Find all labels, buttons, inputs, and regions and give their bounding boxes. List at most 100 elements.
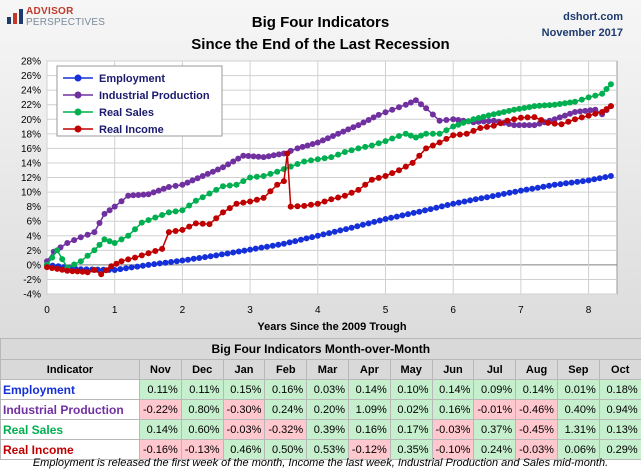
y-tick-label: 6%	[27, 217, 42, 228]
data-point	[162, 259, 169, 266]
data-point	[286, 239, 293, 246]
data-point	[319, 137, 326, 144]
header-month: May	[389, 359, 433, 380]
data-point	[607, 81, 614, 88]
data-point	[199, 220, 206, 227]
y-tick-label: 4%	[27, 231, 42, 242]
data-point	[444, 202, 451, 208]
data-point	[540, 183, 547, 190]
data-point	[602, 174, 609, 181]
data-point	[516, 122, 523, 129]
data-point	[467, 197, 474, 204]
data-point	[561, 112, 568, 119]
data-point	[309, 141, 316, 147]
logo-line-1: ADVISOR	[26, 6, 74, 17]
data-point	[343, 226, 349, 233]
data-point	[423, 130, 430, 137]
table-title: Big Four Indicators Month-over-Month	[0, 338, 641, 360]
data-point	[450, 123, 457, 130]
data-point	[607, 103, 614, 110]
data-point	[416, 152, 423, 159]
data-point	[455, 117, 462, 123]
data-point	[132, 254, 138, 261]
data-point	[587, 107, 594, 114]
value-cell: 0.37%	[473, 419, 517, 440]
data-point	[159, 212, 166, 218]
y-tick-label: 14%	[21, 158, 41, 169]
legend-entry: Real Sales	[99, 107, 154, 119]
data-point	[495, 192, 502, 198]
data-point	[585, 177, 592, 184]
data-point	[125, 256, 132, 263]
data-point	[304, 142, 311, 149]
data-point	[64, 267, 71, 274]
y-tick-label: 10%	[21, 188, 41, 199]
data-point	[128, 264, 135, 271]
data-point	[412, 134, 419, 141]
data-point	[455, 121, 462, 128]
data-point	[460, 119, 467, 126]
data-point	[138, 219, 145, 226]
value-cell: 0.39%	[306, 419, 349, 440]
data-point	[599, 90, 606, 97]
data-point	[260, 194, 267, 201]
data-point	[220, 183, 226, 190]
data-point	[511, 116, 518, 123]
data-point	[179, 226, 186, 233]
data-point	[135, 192, 142, 198]
data-point	[368, 176, 375, 183]
value-cell: 0.53%	[306, 439, 349, 460]
x-tick-label: 4	[315, 305, 321, 316]
data-point	[152, 214, 159, 221]
data-point	[418, 132, 424, 139]
data-point	[521, 122, 528, 129]
data-point	[225, 161, 232, 168]
data-point	[199, 173, 206, 179]
data-point	[106, 207, 113, 214]
data-point	[111, 203, 118, 210]
legend-swatch-marker	[74, 125, 82, 133]
month-over-month-table: Big Four Indicators Month-over-Month Ind…	[0, 338, 641, 460]
data-point	[280, 178, 287, 185]
data-point	[607, 173, 614, 179]
data-point	[287, 203, 294, 210]
data-point	[265, 153, 272, 160]
data-point	[477, 125, 484, 131]
data-point	[538, 117, 545, 123]
data-point	[314, 200, 321, 207]
data-point	[96, 220, 103, 226]
data-point	[230, 158, 237, 165]
data-point	[233, 200, 240, 207]
data-point	[579, 178, 586, 185]
value-cell: 1.31%	[556, 419, 600, 440]
data-point	[574, 178, 581, 185]
data-point	[489, 193, 496, 200]
value-cell: -0.22%	[139, 399, 182, 420]
data-point	[484, 123, 490, 130]
data-point	[340, 128, 347, 135]
data-point	[165, 184, 172, 190]
data-point	[192, 197, 199, 204]
data-point	[245, 153, 252, 159]
footnote: Employment is released the first week of…	[32, 457, 609, 469]
data-point	[328, 154, 335, 161]
data-point	[184, 179, 191, 186]
value-cell: 0.14%	[431, 379, 475, 400]
data-point	[545, 119, 551, 126]
value-cell: -0.10%	[431, 439, 475, 460]
data-point	[450, 132, 457, 139]
x-tick-label: 3	[247, 305, 253, 316]
data-point	[345, 126, 352, 133]
data-point	[118, 258, 125, 265]
data-point	[253, 173, 260, 180]
data-point	[500, 190, 507, 197]
data-point	[71, 261, 78, 268]
data-point	[314, 156, 321, 163]
data-point	[557, 181, 564, 188]
data-point	[517, 187, 524, 194]
data-point	[321, 198, 328, 205]
data-point	[490, 122, 497, 129]
data-point	[240, 178, 247, 185]
y-tick-label: 24%	[21, 86, 41, 97]
data-point	[585, 112, 592, 119]
